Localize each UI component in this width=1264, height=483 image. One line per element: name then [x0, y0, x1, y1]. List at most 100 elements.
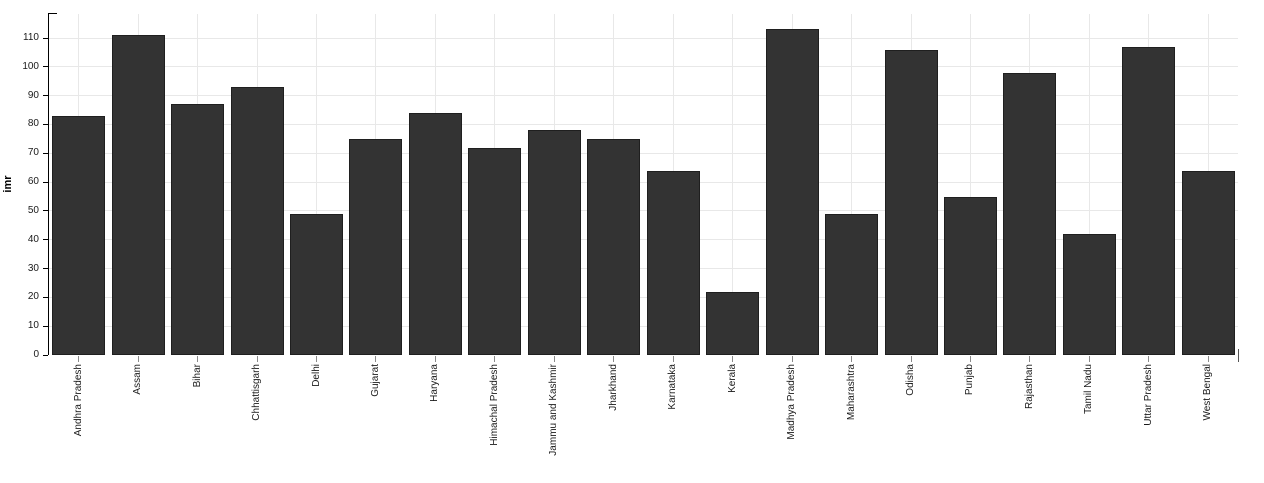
- bar-uttar-pradesh: [1122, 46, 1176, 355]
- x-tick: [1029, 356, 1031, 362]
- bar-madhya-pradesh: [765, 29, 819, 355]
- y-tick-label: 0: [33, 349, 39, 360]
- h-gridline: [49, 268, 1238, 270]
- x-tick: [78, 356, 80, 362]
- bar-himachal-pradesh: [468, 147, 522, 355]
- bar-west-bengal: [1181, 170, 1235, 355]
- bar-jammu-and-kashmir: [527, 130, 581, 355]
- x-tick: [969, 356, 971, 362]
- x-tick-label: Haryana: [429, 364, 441, 402]
- x-tick: [316, 356, 318, 362]
- x-tick-label: Himachal Pradesh: [488, 364, 500, 446]
- bar-gujarat: [349, 138, 403, 355]
- bar-delhi: [290, 213, 344, 355]
- x-tick-label: Andhra Pradesh: [72, 364, 84, 437]
- y-tick: [43, 296, 48, 298]
- y-tick: [43, 66, 48, 68]
- x-tick: [613, 356, 615, 362]
- y-tick: [43, 181, 48, 183]
- y-tick: [43, 239, 48, 241]
- h-gridline: [49, 95, 1238, 97]
- y-tick-label: 80: [27, 118, 39, 130]
- y-tick-label: 110: [23, 32, 39, 43]
- x-tick-label: Assam: [132, 364, 144, 395]
- x-tick: [910, 356, 912, 362]
- x-tick-label: West Bengal: [1202, 364, 1214, 421]
- h-gridline: [49, 152, 1238, 154]
- x-tick-label: Karnataka: [667, 364, 679, 410]
- y-tick: [43, 210, 48, 212]
- bar-tamil-nadu: [1062, 233, 1116, 355]
- h-gridline: [49, 66, 1238, 68]
- h-gridline: [49, 239, 1238, 241]
- bar-bihar: [171, 104, 225, 355]
- bottom-right-axis-mark: [1237, 349, 1239, 362]
- x-tick: [791, 356, 793, 362]
- x-tick-label: Bihar: [191, 364, 203, 388]
- x-tick-label: Jharkhand: [607, 364, 619, 411]
- x-tick: [672, 356, 674, 362]
- h-gridline: [49, 325, 1238, 327]
- h-gridline: [49, 37, 1238, 39]
- x-tick: [851, 356, 853, 362]
- x-tick-label: Maharashtra: [845, 364, 857, 421]
- h-gridline: [49, 181, 1238, 183]
- y-tick-label: 100: [22, 60, 39, 72]
- x-tick-label: Delhi: [310, 364, 322, 387]
- x-tick-label: Tamil Nadu: [1083, 364, 1095, 415]
- bar-jharkhand: [587, 138, 641, 355]
- x-tick: [197, 356, 199, 362]
- bar-haryana: [408, 112, 462, 355]
- h-gridline: [49, 210, 1238, 212]
- y-tick: [43, 123, 48, 125]
- x-tick-label: Punjab: [964, 364, 976, 396]
- v-gridline: [969, 14, 971, 355]
- bar-odisha: [884, 49, 938, 355]
- y-tick: [43, 325, 48, 327]
- y-tick: [43, 37, 48, 39]
- x-tick: [1088, 356, 1090, 362]
- y-axis-top-cap: [48, 13, 57, 14]
- y-tick-label: 60: [27, 176, 39, 188]
- x-tick: [434, 356, 436, 362]
- x-tick-label: Uttar Pradesh: [1142, 364, 1154, 426]
- h-gridline: [49, 123, 1238, 125]
- y-tick: [43, 152, 48, 154]
- bar-chhattisgarh: [230, 86, 284, 355]
- y-tick: [43, 268, 48, 270]
- y-tick: [43, 354, 48, 356]
- x-tick-label: Rajasthan: [1023, 364, 1035, 410]
- y-tick-label: 20: [27, 291, 39, 303]
- y-tick-label: 50: [27, 204, 39, 216]
- v-gridline: [316, 14, 318, 355]
- v-gridline: [1088, 14, 1090, 355]
- y-tick-label: 40: [27, 233, 39, 245]
- x-tick: [553, 356, 555, 362]
- y-tick-label: 70: [27, 147, 39, 159]
- bar-karnataka: [646, 170, 700, 355]
- y-tick-label: 90: [27, 89, 39, 101]
- bar-maharashtra: [825, 213, 879, 355]
- x-tick-label: Gujarat: [369, 364, 381, 397]
- x-tick-label: Madhya Pradesh: [786, 364, 798, 440]
- bar-rajasthan: [1003, 72, 1057, 355]
- x-tick: [1148, 356, 1150, 362]
- x-tick: [732, 356, 734, 362]
- x-tick: [494, 356, 496, 362]
- x-tick-label: Chhattisgarh: [251, 364, 263, 421]
- y-tick-label: 10: [27, 320, 39, 332]
- x-tick-label: Jammu and Kashmir: [548, 364, 560, 456]
- x-tick: [256, 356, 258, 362]
- y-tick-label: 30: [27, 262, 39, 274]
- x-tick: [1207, 356, 1209, 362]
- v-gridline: [732, 14, 734, 355]
- x-tick: [137, 356, 139, 362]
- x-tick: [375, 356, 377, 362]
- x-tick-label: Odisha: [905, 364, 917, 396]
- h-gridline: [49, 296, 1238, 298]
- y-tick: [43, 95, 48, 97]
- bar-punjab: [943, 196, 997, 355]
- bar-assam: [111, 35, 165, 355]
- y-axis-line: [48, 13, 49, 355]
